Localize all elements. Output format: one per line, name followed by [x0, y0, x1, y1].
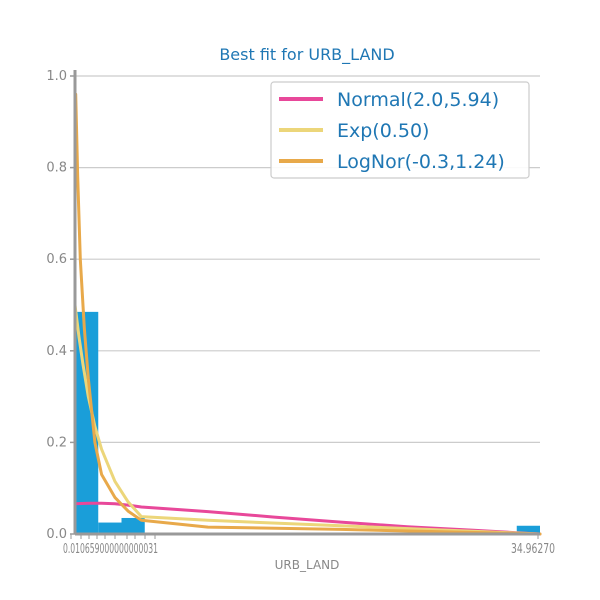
series-line: [73, 303, 542, 536]
x-tick-label: 34.96270: [511, 542, 555, 557]
series-line: [74, 92, 542, 536]
legend-box: [270, 81, 530, 179]
y-tick-label: 0.6: [46, 252, 67, 267]
x-tick-label: 0.010659000000000031: [63, 542, 158, 557]
legend: Normal(2.0,5.94) Exp(0.50) LogNor(-0.3,1.2…: [270, 81, 530, 179]
y-tick-label: 0.0: [46, 527, 67, 542]
histogram-bar: [516, 525, 540, 534]
legend-label: Exp(0.50): [337, 120, 429, 142]
lines-layer: [73, 92, 542, 536]
ticks-layer: 0.0 0.2 0.4 0.6 0.8 1.0 0.010659000000000031 34…: [46, 69, 555, 557]
legend-label: Normal(2.0,5.94): [337, 89, 499, 111]
histogram-bar: [121, 517, 145, 534]
legend-label: LogNor(-0.3,1.24): [337, 151, 505, 173]
y-tick-label: 0.4: [46, 344, 67, 359]
series-line: [73, 501, 542, 536]
chart-title: Best fit for URB_LAND: [219, 45, 394, 65]
x-axis-label: URB_LAND: [275, 558, 340, 572]
y-tick-label: 0.2: [46, 435, 67, 450]
histogram-bar: [75, 311, 99, 534]
bars-layer: [75, 311, 540, 534]
axes-layer: [73, 70, 540, 536]
y-tick-label: 1.0: [46, 69, 67, 84]
histogram-bar: [98, 522, 122, 534]
y-tick-label: 0.8: [46, 161, 67, 176]
